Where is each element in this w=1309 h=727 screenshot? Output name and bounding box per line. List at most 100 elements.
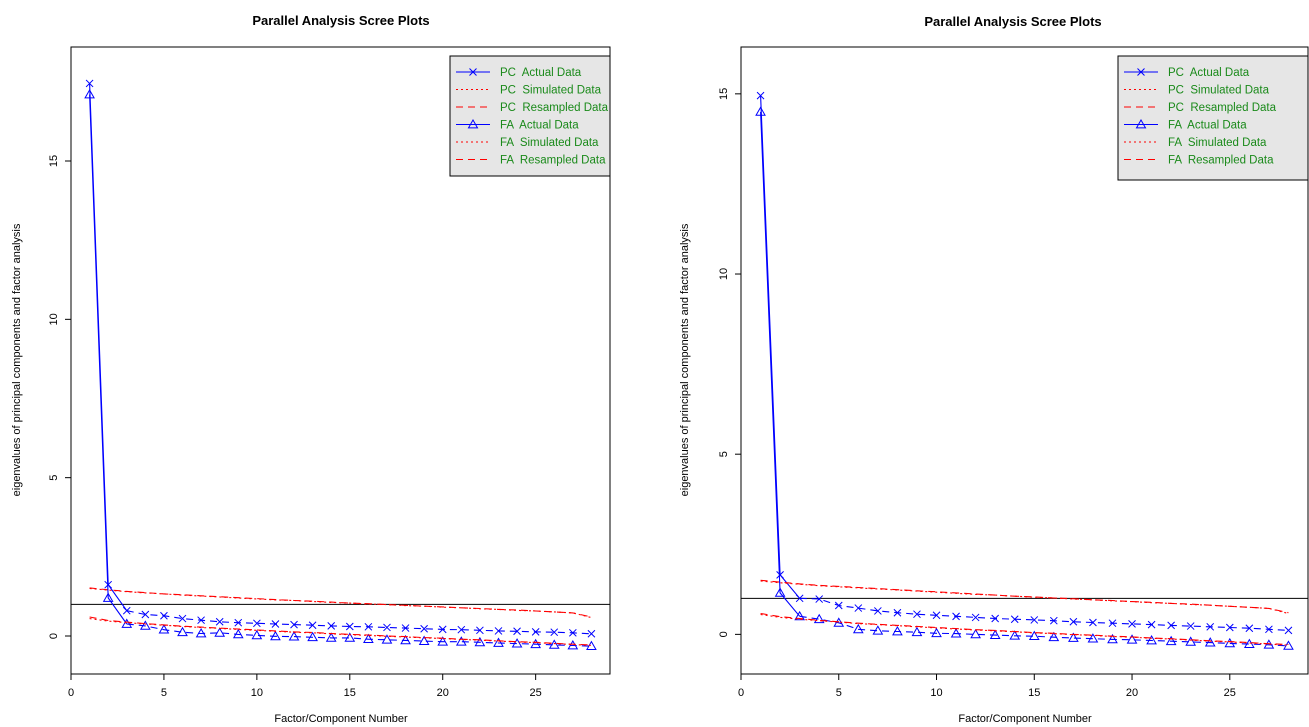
fa-actual-point	[567, 639, 579, 650]
series-line-0	[760, 95, 801, 599]
pc-actual-point	[197, 616, 205, 625]
fa-actual-point	[892, 625, 903, 636]
plot-frame	[740, 46, 1309, 675]
series-line-0	[126, 610, 592, 635]
series-line-0	[89, 83, 128, 612]
x-tick-label: 20	[437, 687, 449, 699]
pc-actual-point	[476, 626, 484, 635]
legend-entry-label: FA Resampled Data	[1168, 155, 1274, 167]
pc-actual-point	[457, 625, 466, 634]
fa-actual-point	[214, 627, 226, 637]
pc-actual-point	[913, 610, 921, 619]
fa-actual-point	[1146, 634, 1157, 645]
y-tick-label: 5	[718, 451, 730, 457]
fa-actual-point	[911, 626, 923, 637]
x-tick-label: 10	[930, 687, 942, 699]
fa-actual-point	[813, 613, 825, 624]
fa-actual-point	[872, 625, 884, 635]
fa-actual-point	[931, 627, 942, 638]
pc-actual-point	[815, 595, 824, 603]
fa-actual-point	[1185, 636, 1197, 646]
pc-actual-point	[550, 628, 559, 637]
y-tick-label: 5	[48, 475, 60, 481]
y-axis-label: eigenvalues of principal components and …	[11, 223, 23, 496]
pc-actual-point	[776, 571, 784, 579]
pc-actual-point	[308, 621, 317, 630]
pc-actual-point	[1030, 616, 1039, 624]
legend-entry-label: PC Simulated Data	[1168, 85, 1270, 97]
fa-actual-point	[530, 638, 542, 649]
pc-actual-point	[141, 610, 150, 619]
x-tick-label: 0	[738, 687, 744, 699]
fa-actual-point	[381, 634, 393, 644]
series-line-3	[799, 615, 1289, 647]
pc-actual-point	[178, 614, 187, 623]
legend-key-marker	[469, 68, 477, 76]
plot-frame	[70, 46, 611, 675]
left-scree-plot: Parallel Analysis Scree Plots Factor/Com…	[11, 13, 611, 725]
fa-actual-point	[251, 629, 263, 640]
right-scree-plot: Parallel Analysis Scree Plots Factor/Com…	[679, 14, 1309, 725]
fa-actual-point	[84, 88, 95, 99]
series-line-3	[760, 111, 801, 617]
fa-actual-point	[455, 636, 467, 646]
pc-actual-point	[234, 618, 243, 627]
fa-actual-point	[363, 633, 374, 644]
fa-actual-point	[1224, 637, 1236, 648]
legend-entry-label: FA Actual Data	[1168, 120, 1247, 132]
pc-actual-point	[271, 620, 280, 628]
fa-actual-point	[1107, 633, 1118, 644]
fa-actual-point	[774, 587, 786, 597]
pc-actual-point	[568, 628, 577, 637]
fa-actual-point	[102, 592, 114, 602]
pc-actual-point	[991, 614, 1000, 623]
pc-actual-point	[1069, 617, 1078, 626]
right-chart-panel: Parallel Analysis Scree Plots Factor/Com…	[655, 0, 1309, 727]
legend-key-marker	[467, 118, 479, 129]
pc-actual-point	[874, 607, 882, 615]
x-axis-label: Factor/Component Number	[958, 713, 1092, 725]
x-tick-label: 15	[344, 687, 356, 699]
x-tick-label: 25	[530, 687, 542, 699]
pc-actual-point	[438, 625, 447, 634]
pc-actual-point	[1108, 619, 1117, 628]
pc-actual-point	[971, 613, 980, 622]
pc-actual-point	[854, 604, 863, 612]
fa-actual-point	[511, 638, 523, 648]
fa-actual-point	[755, 106, 766, 116]
pc-actual-point	[494, 627, 503, 635]
y-tick-label: 15	[718, 88, 730, 100]
fa-actual-point	[437, 636, 449, 646]
pc-actual-point	[420, 624, 428, 633]
pc-actual-point	[401, 624, 410, 632]
fa-actual-point	[270, 630, 281, 641]
pc-actual-point	[795, 594, 804, 603]
chart-title: Parallel Analysis Scree Plots	[924, 14, 1101, 29]
y-tick-label: 0	[48, 633, 60, 639]
legend-entry-label: PC Actual Data	[500, 67, 582, 79]
pc-actual-point	[1128, 620, 1136, 628]
x-tick-label: 25	[1224, 687, 1236, 699]
fa-actual-point	[158, 624, 170, 634]
pc-actual-point	[215, 617, 224, 626]
series-line-1	[760, 580, 1289, 615]
fa-actual-point	[1068, 632, 1079, 642]
fa-actual-point	[1126, 634, 1138, 644]
pc-actual-point	[587, 629, 596, 638]
y-tick-label: 0	[718, 631, 730, 637]
series-line-2	[760, 579, 1289, 614]
pc-actual-point	[160, 611, 168, 620]
legend-entry-label: FA Simulated Data	[1168, 137, 1267, 149]
x-tick-label: 0	[68, 687, 74, 699]
left-chart-panel: Parallel Analysis Scree Plots Factor/Com…	[0, 0, 654, 727]
x-tick-label: 15	[1028, 687, 1040, 699]
legend-box	[449, 55, 611, 177]
pc-actual-point	[290, 620, 298, 629]
fa-actual-point	[1087, 633, 1099, 643]
pc-actual-point	[345, 622, 354, 631]
y-tick-label: 15	[48, 155, 60, 167]
chart-title: Parallel Analysis Scree Plots	[252, 13, 429, 28]
fa-actual-point	[177, 626, 188, 637]
pc-actual-point	[893, 608, 902, 617]
legend-entry-label: PC Resampled Data	[1168, 102, 1277, 114]
